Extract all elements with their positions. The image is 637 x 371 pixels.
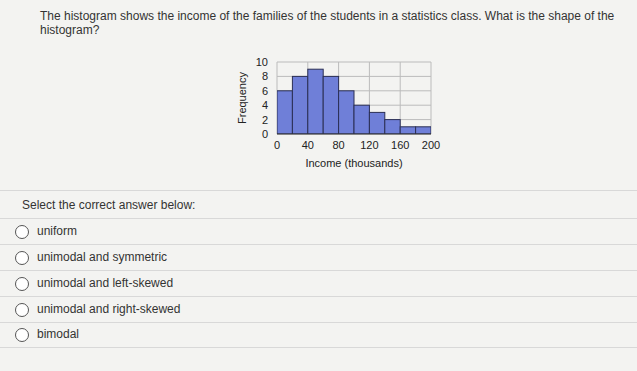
option-text[interactable]: uniform (37, 224, 77, 238)
y-tick-label: 8 (262, 70, 268, 82)
radio-button[interactable] (15, 225, 29, 239)
prompt: Select the correct answer below: (22, 198, 195, 212)
option-text[interactable]: unimodal and left-skewed (37, 276, 173, 290)
bar (292, 76, 307, 134)
bar (354, 105, 369, 134)
bar (277, 91, 292, 134)
grid-line (277, 62, 431, 63)
x-tick-label: 160 (391, 139, 409, 151)
grid-line (431, 62, 432, 134)
option-text[interactable]: unimodal and right-skewed (37, 302, 180, 316)
y-tick-label: 4 (262, 99, 268, 111)
bar (400, 127, 415, 134)
option-text[interactable]: bimodal (37, 327, 79, 341)
bar (308, 69, 323, 134)
question: The histogram shows the income of the fa… (40, 9, 635, 37)
x-axis-label: Income (thousands) (305, 157, 402, 169)
x-tick-label: 40 (302, 139, 314, 151)
histogram-chart: 0 2 4 6 8 10 0 40 80 120 160 200 Income (thousands) F… (0, 0, 637, 200)
separator (0, 347, 637, 348)
separator (0, 218, 637, 219)
separator (0, 296, 637, 297)
x-tick-label: 0 (274, 139, 280, 151)
radio-button[interactable] (15, 303, 29, 317)
radio-button[interactable] (15, 251, 29, 265)
y-tick-label: 10 (256, 56, 268, 68)
x-axis-line (277, 134, 431, 135)
bar (339, 91, 354, 134)
y-tick-label: 6 (262, 85, 268, 97)
y-tick-label: 2 (262, 114, 268, 126)
bar (369, 112, 384, 134)
bars (277, 69, 431, 134)
y-tick-label: 0 (262, 128, 268, 140)
x-tick-label: 200 (422, 139, 440, 151)
x-tick-label: 80 (332, 139, 344, 151)
bar (416, 127, 431, 134)
y-axis-label: Frequency (236, 72, 248, 124)
option-text[interactable]: unimodal and symmetric (37, 250, 167, 264)
x-tick-label: 120 (360, 139, 378, 151)
radio-button[interactable] (15, 328, 29, 342)
grid-line (277, 134, 431, 135)
bar (385, 120, 400, 134)
separator (0, 270, 637, 271)
bar (323, 76, 338, 134)
radio-button[interactable] (15, 277, 29, 291)
separator (0, 244, 637, 245)
separator (0, 190, 637, 191)
separator (0, 322, 637, 323)
